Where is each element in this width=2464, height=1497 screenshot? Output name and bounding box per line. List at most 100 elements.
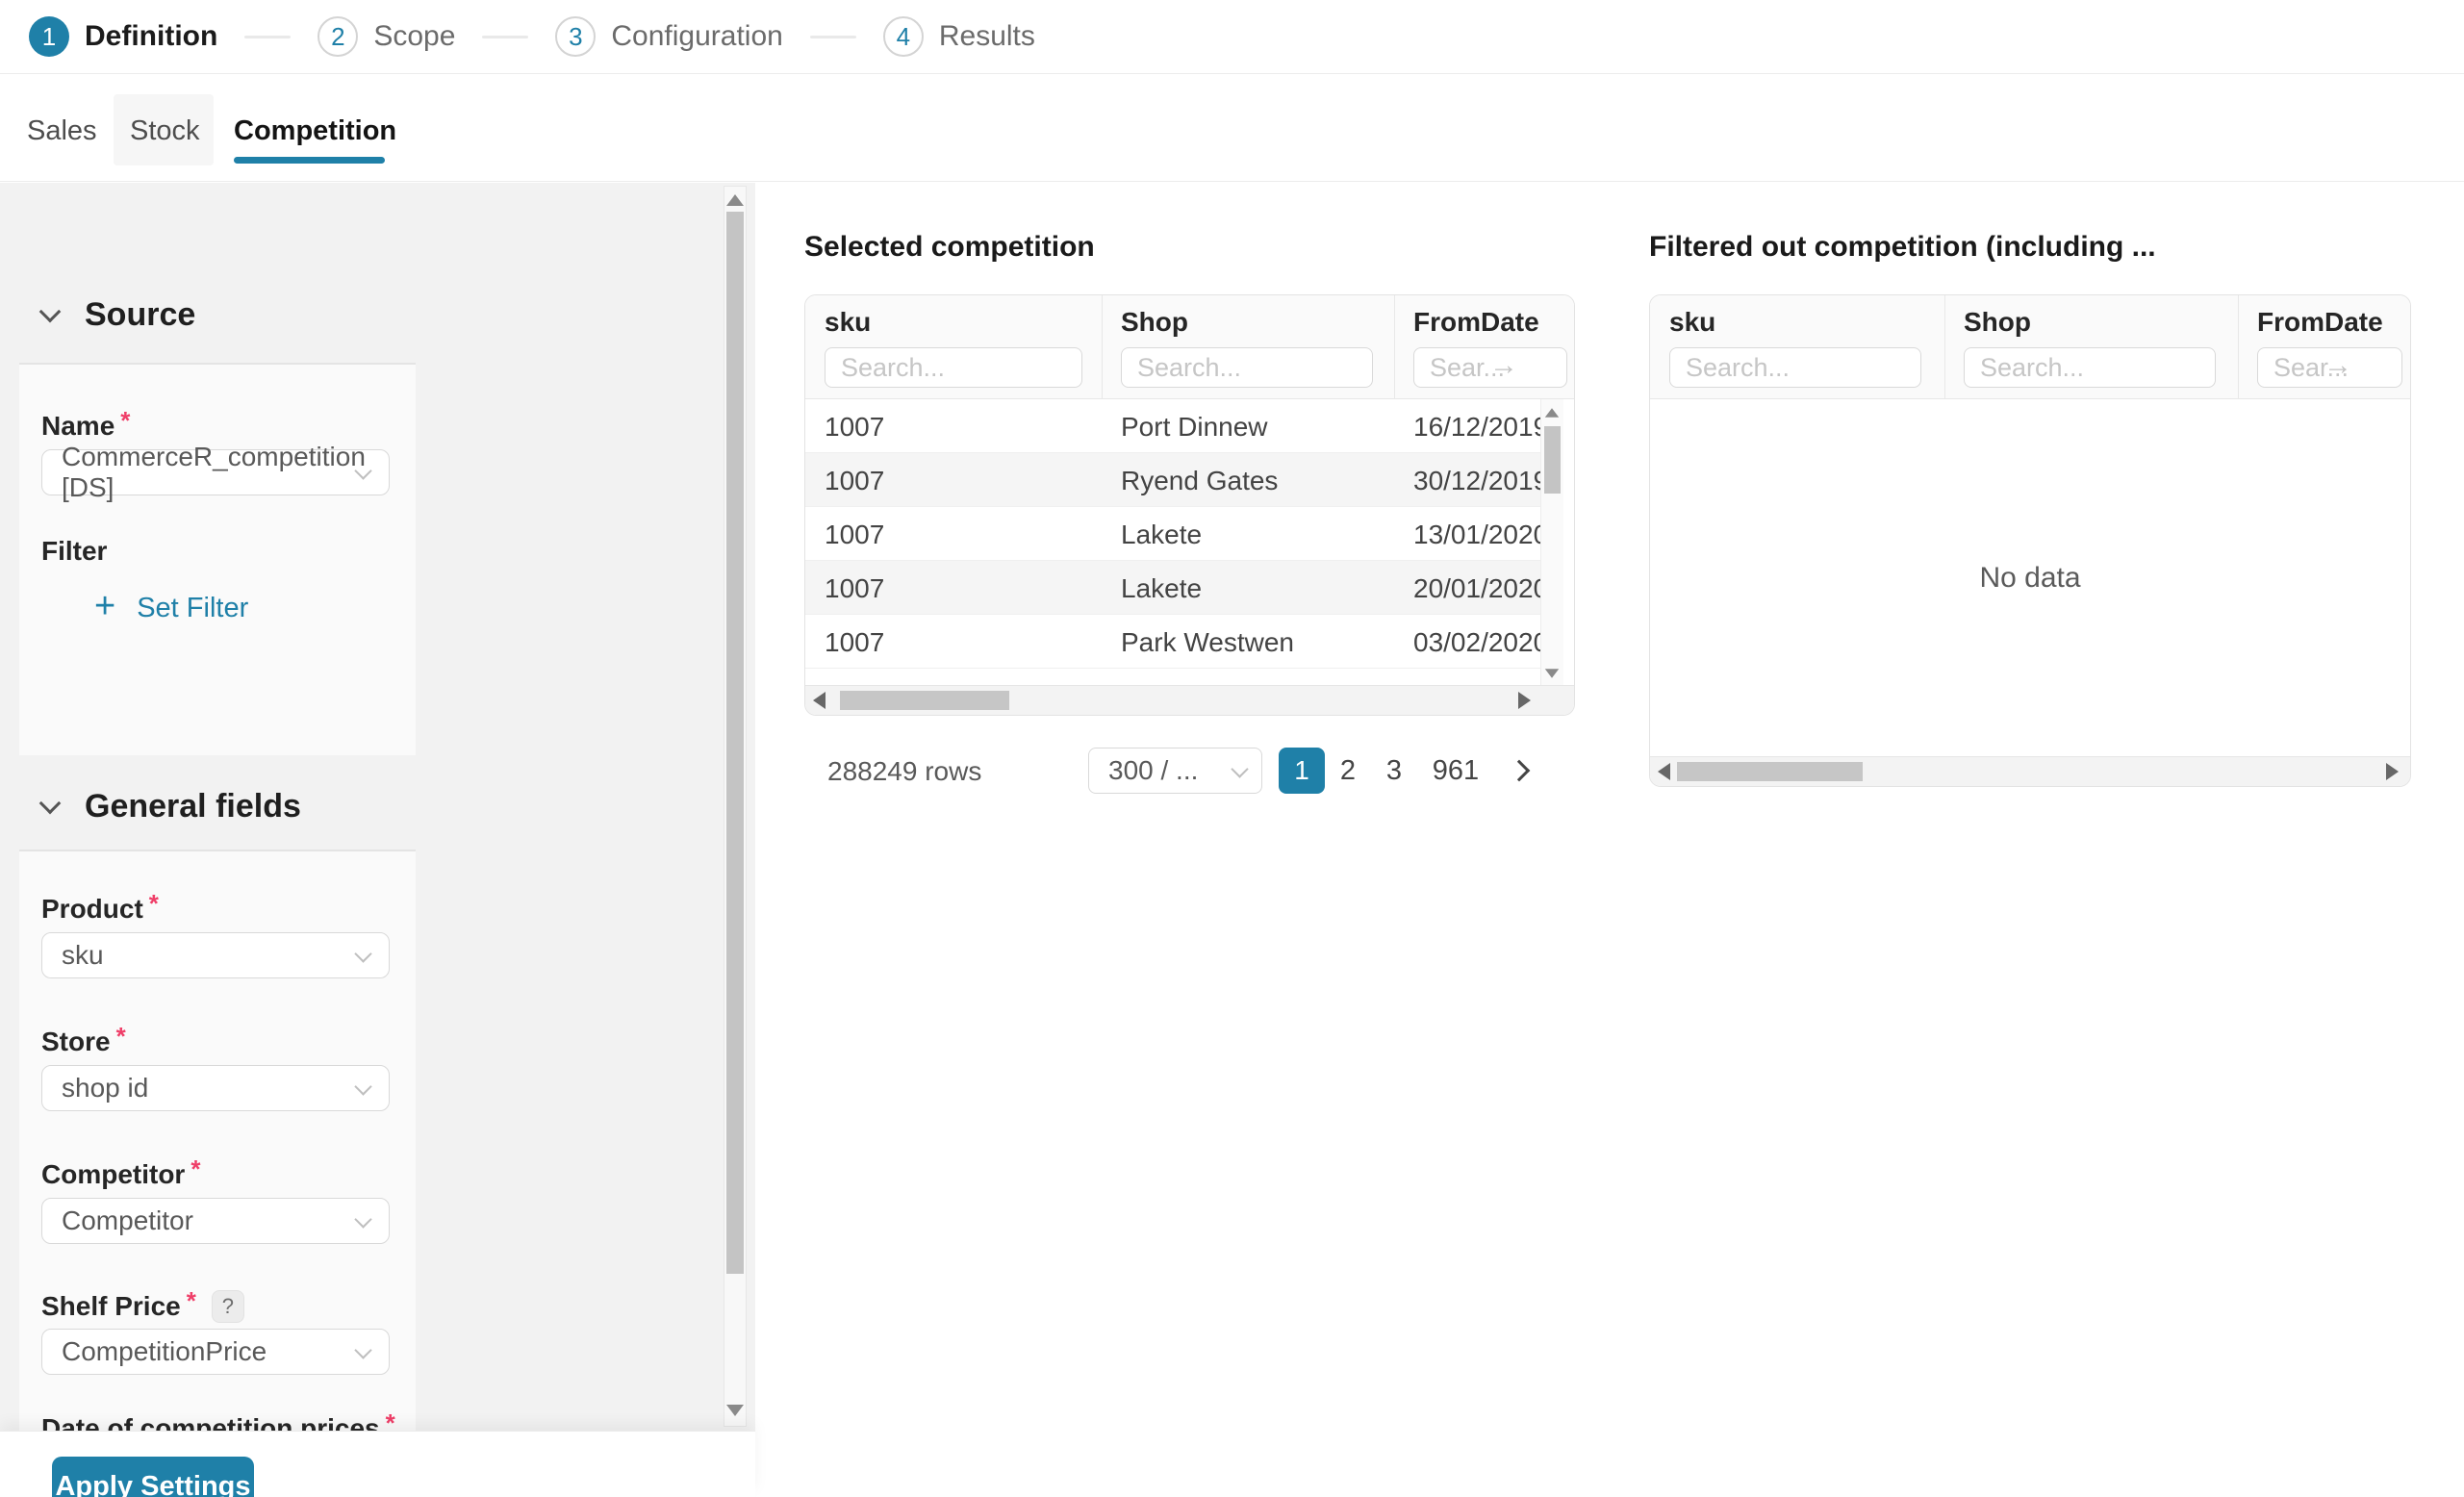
shop-search-input[interactable] — [1121, 347, 1373, 388]
table-row[interactable]: 1007 Ryend Gates 30/12/2019 — [805, 453, 1548, 507]
store-label-text: Store — [41, 1027, 111, 1056]
cell-sku: 1007 — [825, 573, 885, 603]
step-scope[interactable]: 2 Scope — [318, 16, 455, 57]
competitor-select[interactable]: Competitor — [41, 1198, 390, 1244]
horizontal-scrollbar-thumb[interactable] — [840, 691, 1009, 710]
shelf-price-select[interactable]: CompetitionPrice — [41, 1329, 390, 1375]
name-label-text: Name — [41, 411, 115, 441]
filter-label: Filter — [41, 536, 107, 567]
scroll-down-icon[interactable] — [1544, 669, 1560, 678]
cell-fromdate: 16/12/2019 — [1413, 412, 1549, 442]
shelf-price-field-label: Shelf Price * ? — [41, 1286, 244, 1323]
general-fields-card: Product * sku Store * shop id Competitor… — [19, 850, 416, 1443]
horizontal-scrollbar-thumb[interactable] — [1677, 762, 1863, 781]
fromdate-search-input[interactable] — [2257, 347, 2402, 388]
help-icon[interactable]: ? — [211, 1290, 244, 1323]
competitor-value: Competitor — [62, 1205, 193, 1235]
shop-search-input[interactable] — [1964, 347, 2216, 388]
product-select[interactable]: sku — [41, 932, 390, 978]
general-fields-section-header[interactable]: General fields — [38, 788, 301, 825]
chevron-down-icon — [38, 792, 62, 814]
cell-fromdate: 30/12/2019 — [1413, 466, 1549, 495]
tab-sales[interactable]: Sales — [27, 115, 97, 146]
competitor-label-text: Competitor — [41, 1159, 186, 1189]
table-row[interactable]: 1007 Park Westwen 03/02/2020 — [805, 615, 1548, 669]
fromdate-search-input[interactable] — [1413, 347, 1567, 388]
store-field-label: Store * — [41, 1022, 126, 1057]
source-section-title: Source — [85, 296, 196, 333]
scroll-left-icon[interactable] — [813, 692, 826, 709]
apply-settings-button[interactable]: Apply Settings — [52, 1457, 254, 1497]
next-page-button[interactable] — [1500, 748, 1538, 794]
scroll-right-icon[interactable] — [2386, 763, 2399, 780]
competitor-field-label: Competitor * — [41, 1154, 200, 1190]
column-divider — [2238, 295, 2239, 399]
panel-scrollbar[interactable] — [724, 186, 747, 1427]
step-4-number: 4 — [896, 21, 911, 51]
step-4-circle: 4 — [882, 16, 924, 57]
page-2-button[interactable]: 2 — [1339, 754, 1357, 786]
column-divider — [1102, 295, 1103, 399]
table-row[interactable]: 1007 Lakete 13/01/2020 — [805, 507, 1548, 561]
step-4-label: Results — [938, 20, 1035, 52]
scroll-right-icon[interactable] — [1518, 692, 1531, 709]
column-header-shop: Shop — [1121, 307, 1188, 337]
step-results[interactable]: 4 Results — [882, 16, 1035, 57]
column-header-sku: sku — [1669, 307, 1716, 337]
chevron-down-icon — [354, 1078, 372, 1096]
product-value: sku — [62, 940, 104, 970]
chevron-down-icon — [354, 1210, 372, 1229]
tab-stock[interactable]: Stock — [130, 115, 200, 146]
page-size-select[interactable]: 300 / ... — [1088, 748, 1262, 794]
step-2-number: 2 — [331, 21, 345, 51]
tab-stock-highlight — [114, 94, 214, 165]
cell-shop: Park Westwen — [1121, 627, 1294, 657]
step-3-number: 3 — [569, 21, 583, 51]
cell-shop: Port Dinnew — [1121, 412, 1268, 442]
table-row[interactable]: 1007 Lakete 20/01/2020 — [805, 561, 1548, 615]
shelf-price-label-text: Shelf Price — [41, 1291, 181, 1321]
filter-label-text: Filter — [41, 536, 108, 566]
content-area: Source Name * CommerceR_competition [DS]… — [0, 183, 2464, 1497]
step-definition[interactable]: 1 Definition — [29, 16, 217, 57]
step-connector — [482, 35, 529, 38]
page-1-button[interactable]: 1 — [1279, 748, 1325, 794]
wizard-stepper: 1 Definition 2 Scope 3 Configuration 4 R… — [0, 0, 2464, 74]
table-header: sku Shop FromDate → — [805, 295, 1574, 399]
panel-scrollbar-thumb[interactable] — [726, 212, 744, 1274]
scroll-up-icon[interactable] — [726, 194, 744, 206]
step-connector — [244, 35, 292, 38]
table-vertical-scrollbar[interactable] — [1540, 399, 1563, 687]
required-asterisk: * — [191, 1154, 201, 1183]
page-961-button[interactable]: 961 — [1432, 754, 1480, 786]
shelf-price-value: CompetitionPrice — [62, 1336, 267, 1366]
scroll-left-icon[interactable] — [1658, 763, 1670, 780]
table-horizontal-scrollbar[interactable] — [1650, 756, 2410, 786]
selected-competition-table: sku Shop FromDate → 1007 Port Dinnew 16/… — [804, 294, 1575, 716]
chevron-down-icon — [354, 945, 372, 963]
table-row[interactable]: 1007 Port Dinnew 16/12/2019 — [805, 399, 1548, 453]
scroll-up-icon[interactable] — [1544, 408, 1560, 418]
sku-search-input[interactable] — [825, 347, 1082, 388]
panel-footer: Apply Settings — [0, 1431, 755, 1497]
tab-bar: Sales Stock Competition — [0, 74, 2464, 182]
page-3-button[interactable]: 3 — [1385, 754, 1403, 786]
chevron-down-icon — [1231, 760, 1249, 778]
step-1-number: 1 — [41, 21, 57, 51]
vertical-scrollbar-thumb[interactable] — [1544, 426, 1561, 494]
product-label-text: Product — [41, 894, 143, 924]
tab-competition[interactable]: Competition — [234, 115, 397, 146]
source-section-header[interactable]: Source — [38, 296, 196, 334]
store-select[interactable]: shop id — [41, 1065, 390, 1111]
required-asterisk: * — [115, 1021, 126, 1051]
cell-shop: Lakete — [1121, 573, 1203, 603]
sku-search-input[interactable] — [1669, 347, 1921, 388]
set-filter-button[interactable]: + Set Filter — [94, 588, 248, 626]
step-3-label: Configuration — [611, 20, 783, 52]
scroll-down-icon[interactable] — [726, 1405, 744, 1416]
table-horizontal-scrollbar[interactable] — [805, 685, 1574, 715]
source-name-select[interactable]: CommerceR_competition [DS] — [41, 442, 390, 502]
main-area: Selected competition sku Shop FromDate →… — [755, 183, 2464, 1497]
step-configuration[interactable]: 3 Configuration — [555, 16, 783, 57]
filtered-competition-title: Filtered out competition (including ... — [1649, 231, 2156, 263]
